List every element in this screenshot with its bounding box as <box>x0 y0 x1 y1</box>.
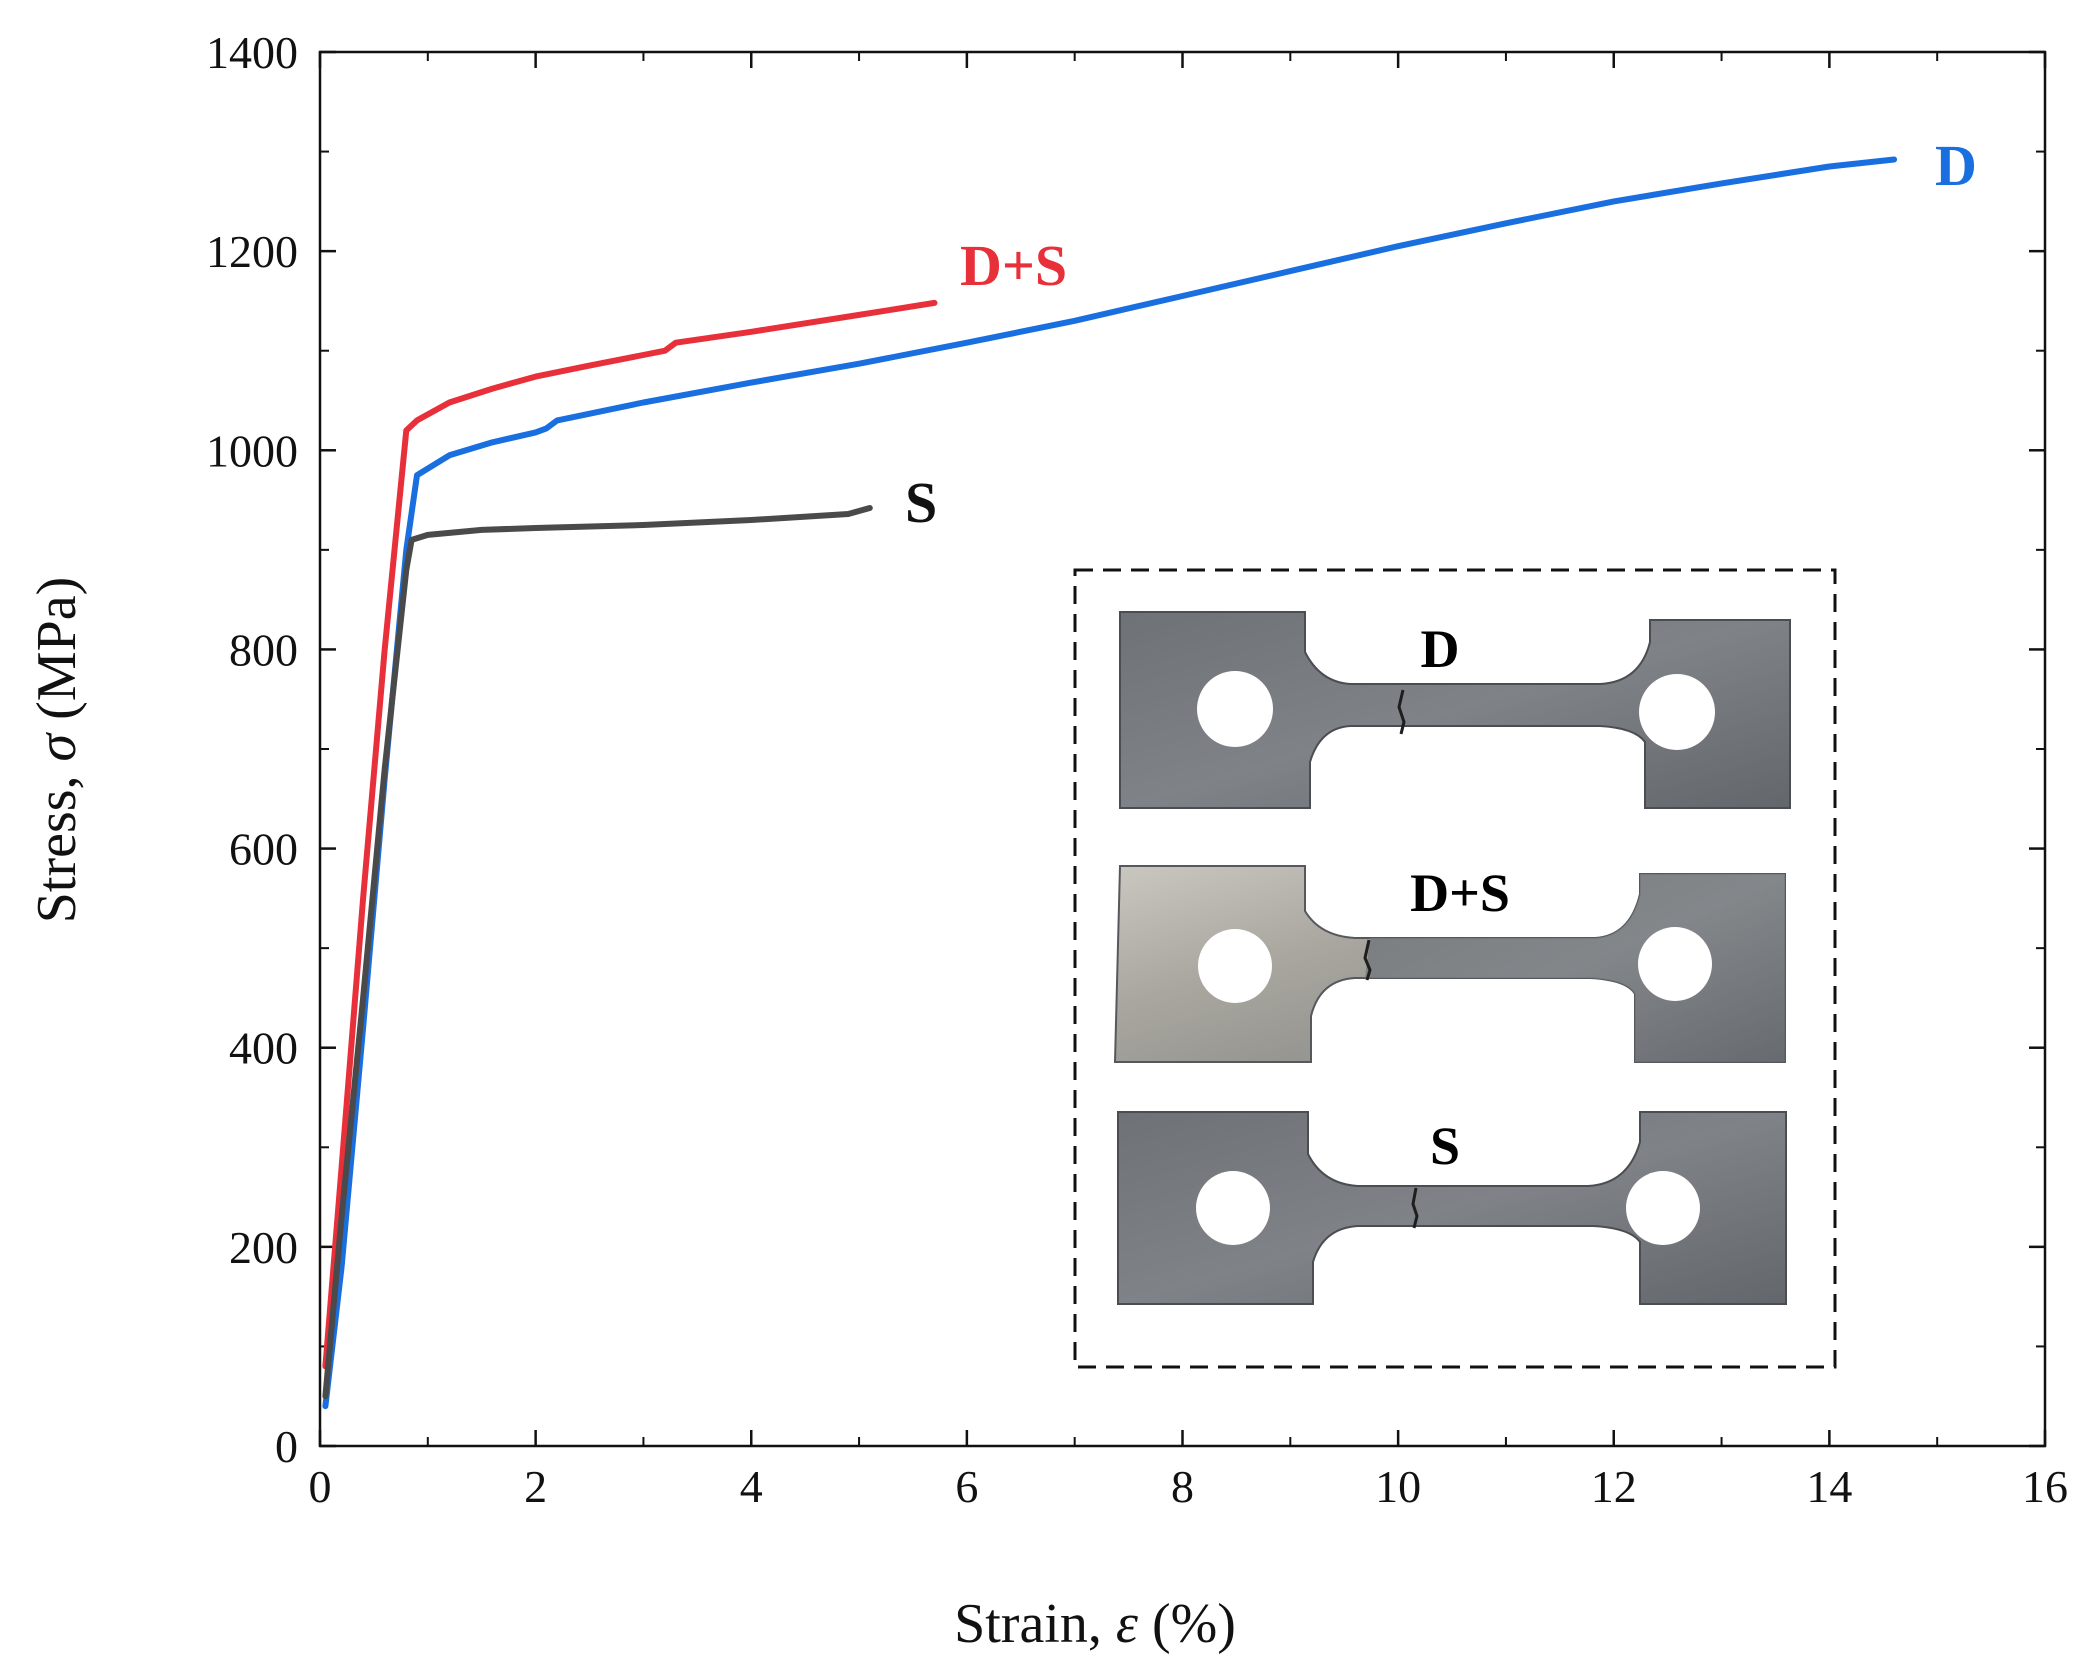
y-tick-label: 400 <box>229 1023 298 1074</box>
specimen-hole-right-s <box>1626 1171 1700 1245</box>
series-layer <box>322 156 1898 1410</box>
specimen-hole-left-d-plus-s <box>1198 929 1272 1003</box>
x-tick-label: 14 <box>1806 1461 1852 1512</box>
y-tick-label: 0 <box>275 1421 298 1472</box>
y-axis-title: Stress, σ (MPa) <box>26 577 88 924</box>
specimen-hole-left-d <box>1197 671 1273 747</box>
specimen-photo-d: D <box>1119 611 1791 809</box>
specimen-body-s <box>1117 1111 1787 1305</box>
series-label-s: S <box>905 470 937 535</box>
x-axis-title: Strain, ε (%) <box>954 1593 1236 1655</box>
y-tick-label: 1000 <box>206 425 298 476</box>
inset-border <box>1073 568 1837 1369</box>
specimen-photo-d-plus-s: D+S <box>1113 863 1786 1063</box>
specimen-hole-right-d-plus-s <box>1638 927 1712 1001</box>
fracture-line-d-plus-s <box>1363 939 1372 981</box>
x-tick-label: 10 <box>1375 1461 1421 1512</box>
x-tick-label: 12 <box>1591 1461 1637 1512</box>
inset-label-s: S <box>1430 1116 1460 1176</box>
y-tick-label: 1200 <box>206 226 298 277</box>
series-line-d-plus-s <box>322 299 938 1370</box>
specimen-hole-left-s <box>1196 1171 1270 1245</box>
x-tick-label: 0 <box>309 1461 332 1512</box>
specimen-right-half-d-plus-s <box>1365 874 1785 1062</box>
x-tick-label: 6 <box>955 1461 978 1512</box>
specimen-body-d <box>1119 611 1791 809</box>
specimen-photo-s: S <box>1117 1111 1787 1305</box>
fracture-line-d <box>1397 689 1406 735</box>
y-axis-ticks: 0 200 400 600 800 1000 1200 1400 <box>206 27 2045 1472</box>
specimen-hole-right-d <box>1639 674 1715 750</box>
y-tick-label: 200 <box>229 1222 298 1273</box>
x-tick-label: 16 <box>2022 1461 2068 1512</box>
inset-label-d-plus-s: D+S <box>1410 863 1510 923</box>
y-tick-label: 1400 <box>206 27 298 78</box>
inset-label-d: D <box>1421 619 1460 679</box>
series-label-d: D <box>1935 133 1977 198</box>
x-tick-label: 8 <box>1171 1461 1194 1512</box>
x-axis-ticks: 0 2 4 6 8 10 12 14 16 <box>309 52 2068 1512</box>
series-label-d-plus-s: D+S <box>960 233 1067 298</box>
y-tick-label: 800 <box>229 624 298 675</box>
fracture-line-s <box>1411 1187 1419 1229</box>
series-line-s <box>322 505 873 1400</box>
x-tick-label: 4 <box>740 1461 763 1512</box>
specimen-inset: D D+S S <box>1073 568 1837 1369</box>
y-tick-label: 600 <box>229 824 298 875</box>
x-tick-label: 2 <box>524 1461 547 1512</box>
